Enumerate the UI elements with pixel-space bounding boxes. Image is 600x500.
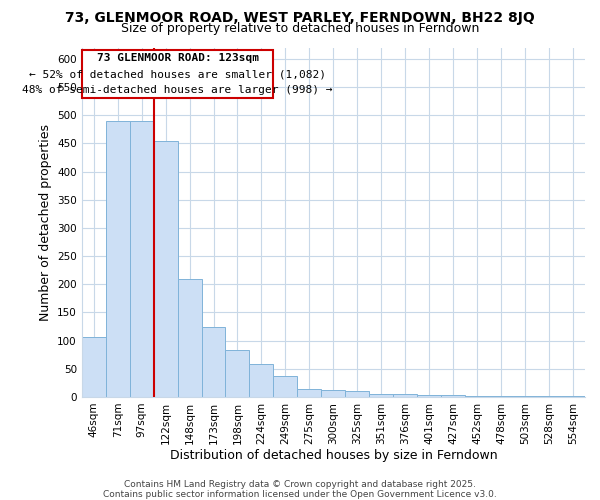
Bar [417,396,441,397]
Bar [154,140,178,397]
Text: ← 52% of detached houses are smaller (1,082): ← 52% of detached houses are smaller (1,… [29,70,326,80]
Bar [178,278,202,397]
Bar [130,121,154,397]
Bar [106,121,130,397]
Text: Contains HM Land Registry data © Crown copyright and database right 2025.
Contai: Contains HM Land Registry data © Crown c… [103,480,497,499]
Bar [489,396,513,397]
Y-axis label: Number of detached properties: Number of detached properties [38,124,52,320]
Bar [82,336,106,397]
Bar [393,394,417,397]
X-axis label: Distribution of detached houses by size in Ferndown: Distribution of detached houses by size … [170,450,497,462]
Text: 48% of semi-detached houses are larger (998) →: 48% of semi-detached houses are larger (… [22,85,333,95]
Bar [513,396,537,397]
Bar [537,396,561,397]
Bar [322,390,346,397]
Bar [346,392,369,397]
Bar [202,326,226,397]
Bar [274,376,298,397]
Bar [561,396,585,397]
Text: 73 GLENMOOR ROAD: 123sqm: 73 GLENMOOR ROAD: 123sqm [97,54,259,64]
Bar [298,388,322,397]
Bar [369,394,393,397]
Bar [465,396,489,397]
Text: 73, GLENMOOR ROAD, WEST PARLEY, FERNDOWN, BH22 8JQ: 73, GLENMOOR ROAD, WEST PARLEY, FERNDOWN… [65,11,535,25]
Bar [441,396,465,397]
Bar [226,350,250,397]
FancyBboxPatch shape [82,50,274,98]
Text: Size of property relative to detached houses in Ferndown: Size of property relative to detached ho… [121,22,479,35]
Bar [250,364,274,397]
